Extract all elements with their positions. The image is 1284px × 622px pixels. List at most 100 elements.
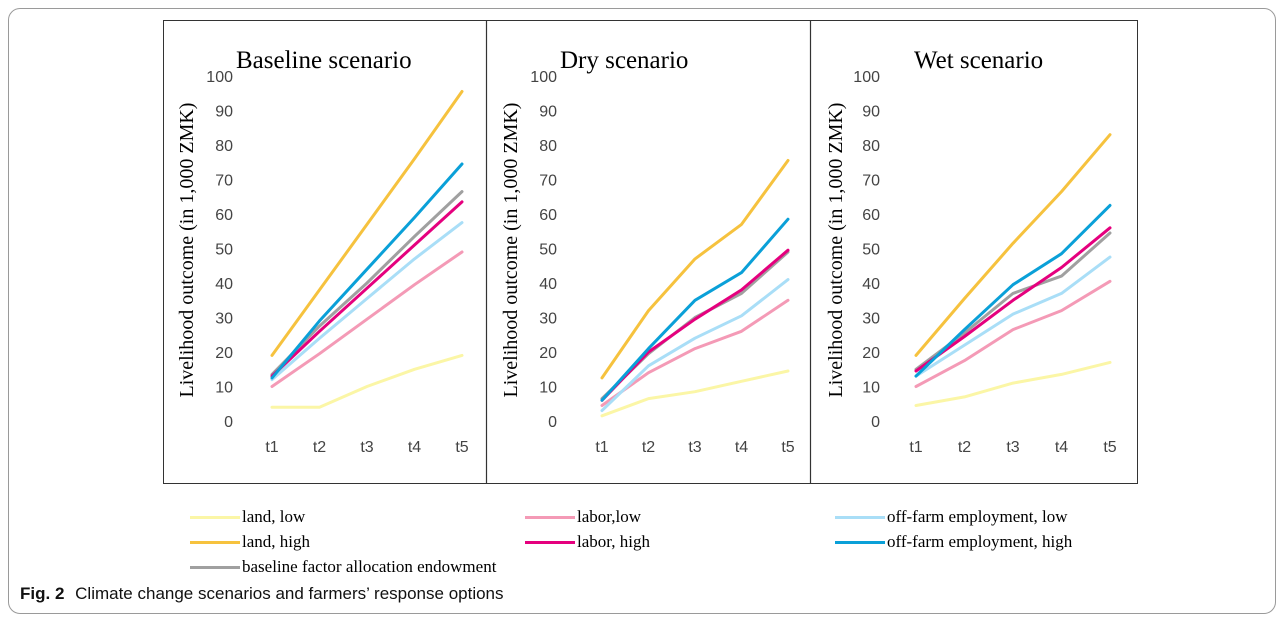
legend-label: land, high [242, 532, 310, 551]
legend-label: off-farm employment, high [887, 532, 1073, 551]
y-tick-label: 30 [215, 311, 233, 328]
figure-frame [8, 8, 1276, 614]
x-tick-label: t2 [958, 439, 971, 456]
series-line [914, 360, 1112, 407]
legend-item: land, low [190, 505, 305, 529]
y-tick-label: 60 [539, 207, 557, 224]
chart-title: Baseline scenario [236, 47, 412, 74]
y-tick-label: 70 [862, 173, 880, 190]
y-tick-label: 90 [215, 104, 233, 121]
chart-title: Dry scenario [560, 47, 688, 74]
x-tick-label: t2 [313, 439, 326, 456]
y-tick-label: 40 [539, 276, 557, 293]
y-tick-label: 10 [215, 380, 233, 397]
series-line [600, 369, 790, 418]
series-line [270, 221, 464, 382]
y-axis-label: Livelihood outcome (in 1,000 ZMK) [176, 103, 198, 398]
x-tick-label: t1 [909, 439, 922, 456]
y-tick-label: 70 [539, 173, 557, 190]
series-line [914, 279, 1112, 388]
y-tick-label: 10 [862, 380, 880, 397]
x-tick-label: t1 [595, 439, 608, 456]
y-tick-label: 100 [853, 69, 880, 86]
series-line [600, 217, 790, 402]
legend-swatch [190, 540, 240, 544]
legend-item: baseline factor allocation endowment [190, 555, 496, 579]
x-tick-label: t2 [642, 439, 655, 456]
legend-swatch [525, 540, 575, 544]
y-axis-label: Livelihood outcome (in 1,000 ZMK) [825, 103, 847, 398]
x-tick-label: t3 [688, 439, 701, 456]
legend-swatch [835, 540, 885, 544]
series-line [914, 203, 1112, 378]
legend-item: labor,low [525, 505, 641, 529]
y-tick-label: 80 [215, 138, 233, 155]
legend-label: land, low [242, 507, 306, 526]
y-tick-label: 0 [224, 414, 233, 431]
legend-item: off-farm employment, low [835, 505, 1068, 529]
legend-label: off-farm employment, low [887, 507, 1068, 526]
legend-swatch [190, 565, 240, 569]
series-line [914, 133, 1112, 357]
y-tick-label: 70 [215, 173, 233, 190]
y-tick-label: 0 [871, 414, 880, 431]
legend-swatch [525, 515, 575, 519]
y-tick-label: 100 [206, 69, 233, 86]
series-line [600, 278, 790, 413]
y-tick-label: 30 [862, 311, 880, 328]
legend-item: land, high [190, 530, 310, 554]
y-tick-label: 80 [539, 138, 557, 155]
x-tick-label: t1 [265, 439, 278, 456]
y-tick-label: 50 [215, 242, 233, 259]
x-tick-label: t5 [781, 439, 794, 456]
y-tick-label: 90 [539, 104, 557, 121]
caption-text: Climate change scenarios and farmers’ re… [75, 584, 504, 603]
series-line [600, 298, 790, 407]
legend-swatch [190, 515, 240, 519]
chart-panel-baseline: Baseline scenario Livelihood outcome (in … [176, 47, 469, 456]
y-tick-label: 20 [862, 345, 880, 362]
y-tick-label: 50 [862, 242, 880, 259]
legend-item: labor, high [525, 530, 650, 554]
chart-panel-wet: Wet scenario Livelihood outcome (in 1,000… [825, 47, 1117, 456]
figure-caption: Fig. 2 Climate change scenarios and farm… [20, 584, 504, 604]
legend-label: labor, high [577, 532, 650, 551]
x-tick-label: t3 [360, 439, 373, 456]
x-tick-label: t5 [455, 439, 468, 456]
x-tick-label: t4 [1055, 439, 1068, 456]
y-tick-label: 60 [215, 207, 233, 224]
chart-panel-dry: Dry scenario Livelihood outcome (in 1,000… [500, 47, 795, 456]
series-line [270, 90, 464, 357]
y-tick-label: 50 [539, 242, 557, 259]
series-line [914, 226, 1112, 373]
y-tick-label: 60 [862, 207, 880, 224]
legend-label: baseline factor allocation endowment [242, 557, 497, 576]
series-line [270, 200, 464, 378]
y-tick-label: 20 [215, 345, 233, 362]
legend-label: labor,low [577, 507, 641, 526]
y-tick-label: 90 [862, 104, 880, 121]
y-axis-label: Livelihood outcome (in 1,000 ZMK) [500, 103, 522, 398]
y-tick-label: 80 [862, 138, 880, 155]
chart-title: Wet scenario [914, 47, 1043, 74]
x-tick-label: t4 [735, 439, 748, 456]
chart-panels: Baseline scenario Livelihood outcome (in … [163, 20, 1138, 484]
series-line [600, 248, 790, 402]
y-tick-label: 40 [862, 276, 880, 293]
series-line [270, 250, 464, 388]
y-tick-label: 30 [539, 311, 557, 328]
y-tick-label: 0 [548, 414, 557, 431]
chart-border [163, 20, 1138, 484]
y-tick-label: 20 [539, 345, 557, 362]
x-tick-label: t4 [408, 439, 421, 456]
x-tick-label: t3 [1006, 439, 1019, 456]
legend-item: off-farm employment, high [835, 530, 1072, 554]
series-line [600, 159, 790, 380]
x-tick-label: t5 [1103, 439, 1116, 456]
series-line [270, 162, 464, 380]
series-line [270, 353, 464, 409]
y-tick-label: 10 [539, 380, 557, 397]
series-line [914, 255, 1112, 378]
y-tick-label: 100 [530, 69, 557, 86]
series-line [270, 190, 464, 376]
